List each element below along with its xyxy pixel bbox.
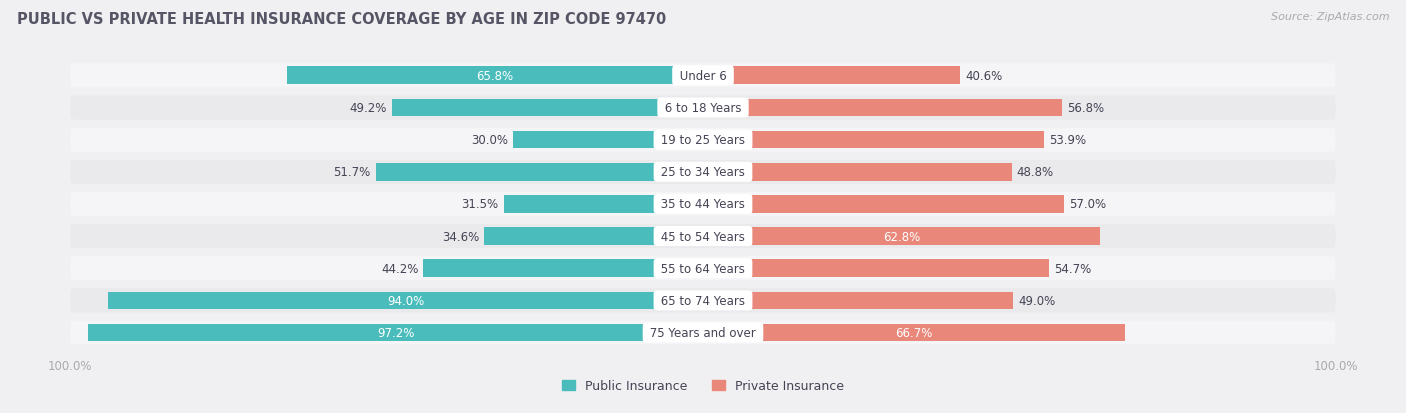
Text: 45 to 54 Years: 45 to 54 Years xyxy=(657,230,749,243)
Text: 35 to 44 Years: 35 to 44 Years xyxy=(657,198,749,211)
Text: 48.8%: 48.8% xyxy=(1017,166,1054,179)
FancyBboxPatch shape xyxy=(70,96,1336,120)
Bar xyxy=(703,228,1101,245)
Text: 34.6%: 34.6% xyxy=(441,230,479,243)
Text: 62.8%: 62.8% xyxy=(883,230,921,243)
Bar xyxy=(703,67,960,85)
FancyBboxPatch shape xyxy=(70,192,1336,216)
Text: 53.9%: 53.9% xyxy=(1049,134,1087,147)
Text: 40.6%: 40.6% xyxy=(965,70,1002,83)
FancyBboxPatch shape xyxy=(70,160,1336,184)
Text: 66.7%: 66.7% xyxy=(896,326,932,339)
Bar xyxy=(703,164,1012,181)
Text: 6 to 18 Years: 6 to 18 Years xyxy=(661,102,745,115)
Bar xyxy=(703,196,1064,213)
FancyBboxPatch shape xyxy=(70,225,1336,249)
Text: 44.2%: 44.2% xyxy=(381,262,419,275)
Text: 54.7%: 54.7% xyxy=(1054,262,1091,275)
Text: 51.7%: 51.7% xyxy=(333,166,371,179)
Text: 25 to 34 Years: 25 to 34 Years xyxy=(657,166,749,179)
Text: 65.8%: 65.8% xyxy=(477,70,513,83)
Text: PUBLIC VS PRIVATE HEALTH INSURANCE COVERAGE BY AGE IN ZIP CODE 97470: PUBLIC VS PRIVATE HEALTH INSURANCE COVER… xyxy=(17,12,666,27)
Text: 31.5%: 31.5% xyxy=(461,198,499,211)
Text: 97.2%: 97.2% xyxy=(377,326,415,339)
Bar xyxy=(287,67,703,85)
Bar xyxy=(89,324,703,342)
Bar xyxy=(423,260,703,278)
Text: 75 Years and over: 75 Years and over xyxy=(647,326,759,339)
Bar xyxy=(392,100,703,117)
Bar xyxy=(503,196,703,213)
Bar xyxy=(703,292,1012,309)
FancyBboxPatch shape xyxy=(70,321,1336,345)
Text: 55 to 64 Years: 55 to 64 Years xyxy=(657,262,749,275)
Text: Under 6: Under 6 xyxy=(676,70,730,83)
Text: 30.0%: 30.0% xyxy=(471,134,508,147)
Text: 56.8%: 56.8% xyxy=(1067,102,1105,115)
Bar xyxy=(703,324,1125,342)
Bar xyxy=(484,228,703,245)
Bar xyxy=(108,292,703,309)
Text: 19 to 25 Years: 19 to 25 Years xyxy=(657,134,749,147)
Text: 94.0%: 94.0% xyxy=(387,294,425,307)
FancyBboxPatch shape xyxy=(70,128,1336,152)
FancyBboxPatch shape xyxy=(70,256,1336,280)
Text: 65 to 74 Years: 65 to 74 Years xyxy=(657,294,749,307)
Text: Source: ZipAtlas.com: Source: ZipAtlas.com xyxy=(1271,12,1389,22)
Legend: Public Insurance, Private Insurance: Public Insurance, Private Insurance xyxy=(557,374,849,397)
Bar xyxy=(703,260,1049,278)
Bar xyxy=(703,100,1063,117)
Text: 49.0%: 49.0% xyxy=(1018,294,1056,307)
Text: 57.0%: 57.0% xyxy=(1069,198,1107,211)
Bar xyxy=(375,164,703,181)
Text: 49.2%: 49.2% xyxy=(349,102,387,115)
Bar xyxy=(703,131,1045,149)
Bar xyxy=(513,131,703,149)
FancyBboxPatch shape xyxy=(70,64,1336,88)
FancyBboxPatch shape xyxy=(70,289,1336,313)
